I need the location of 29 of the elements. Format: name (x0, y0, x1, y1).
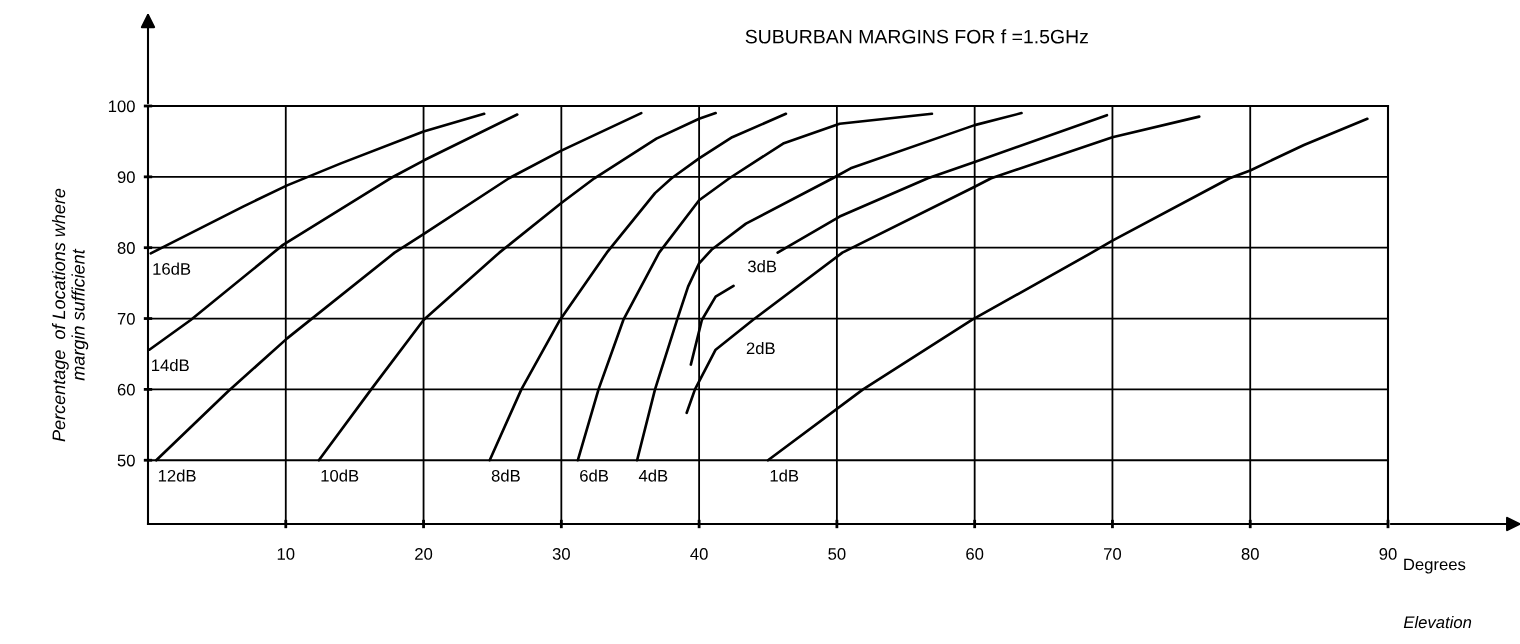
series-label: 14dB (152, 358, 189, 372)
y-tick-label: 80 (117, 242, 135, 254)
x-tick-label: 50 (828, 548, 846, 560)
x-tick-label: 40 (690, 548, 708, 560)
y-tick-label: 50 (117, 454, 135, 467)
y-tick-label: 100 (108, 100, 135, 113)
series-label: 12dB (158, 469, 196, 482)
text: Degrees (1404, 558, 1466, 574)
series-label: 6dB (580, 469, 609, 482)
series-label: 16dB (153, 262, 191, 275)
series-label: 1dB (770, 469, 799, 482)
y-tick-label: 70 (117, 312, 135, 325)
x-tick-label: 30 (552, 548, 570, 560)
y-tick-label: 60 (117, 383, 135, 396)
x-tick-label: 80 (1241, 548, 1259, 560)
series-label: 10dB (321, 469, 359, 482)
x-tick-label: 20 (415, 548, 433, 560)
y-tick-label: 90 (117, 171, 135, 184)
series-label: 2dB (746, 341, 775, 355)
x-tick-label: 10 (277, 548, 295, 560)
x-tick-label: 90 (1379, 548, 1397, 560)
x-tick-label: 70 (1104, 548, 1122, 560)
series-label: 8dB (491, 469, 520, 482)
x-axis-title: Elevation (1403, 615, 1472, 629)
x-tick-label: 60 (966, 548, 984, 560)
chart-title: SUBURBAN MARGINS FOR f =1.5GHz (745, 29, 1088, 44)
series-label: 4dB (638, 469, 668, 482)
series-label: 3dB (747, 260, 777, 273)
y-axis-title: Percentage of Locations where margin sufficient (51, 188, 89, 442)
